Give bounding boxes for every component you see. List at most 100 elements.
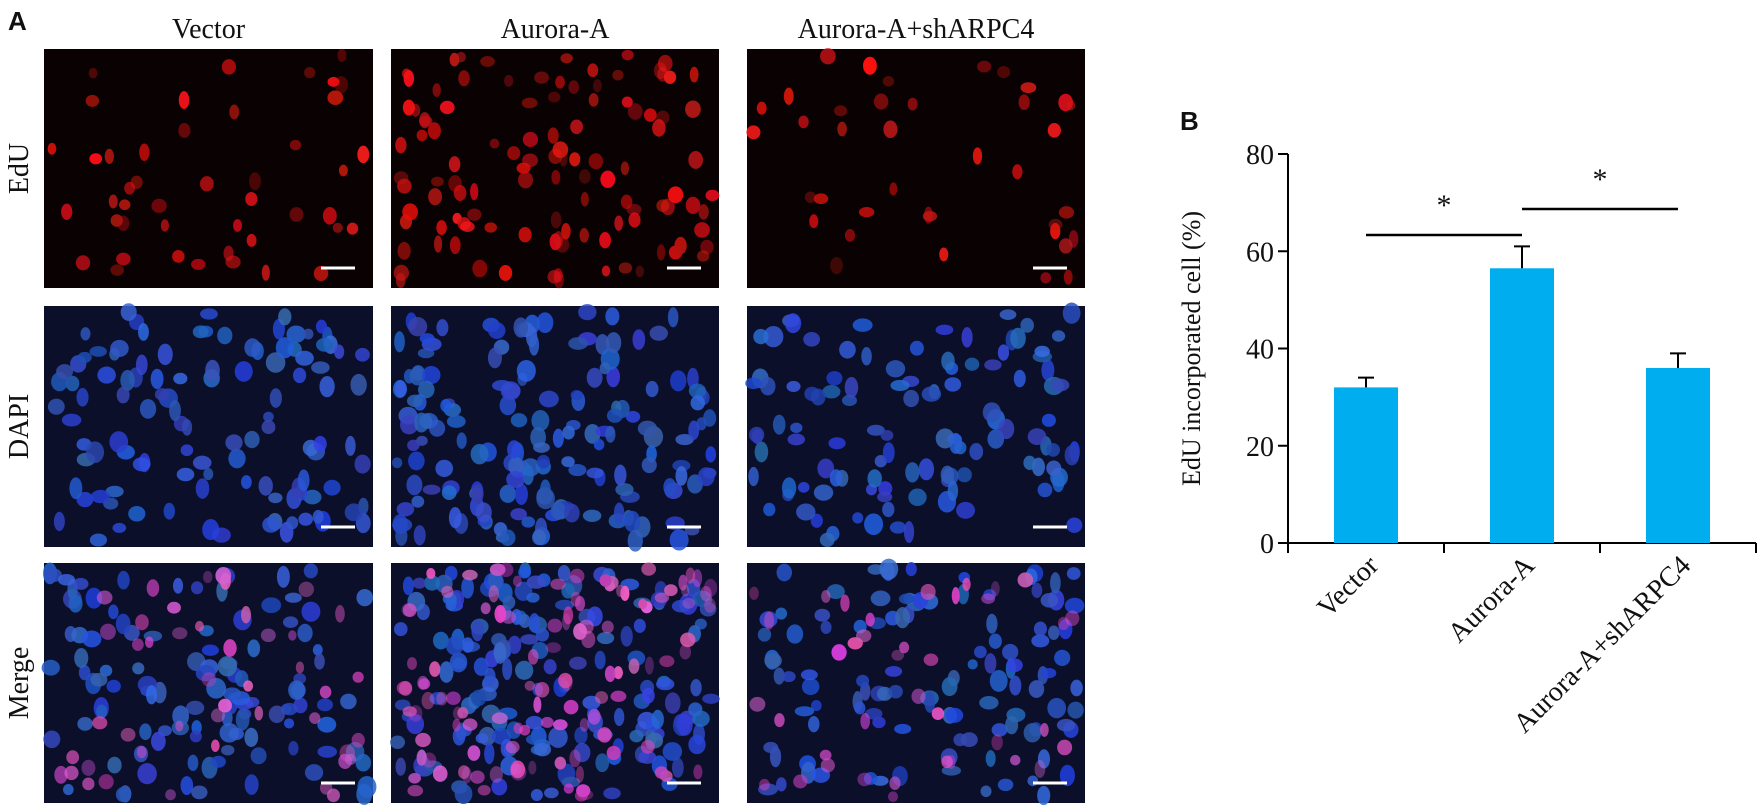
- labeled-nucleus: [261, 264, 270, 281]
- nucleus: [471, 620, 484, 642]
- nucleus: [163, 502, 175, 520]
- nucleus: [1048, 625, 1060, 640]
- labeled-nucleus: [667, 186, 684, 204]
- labeled-nucleus: [245, 191, 258, 207]
- labeled-nucleus: [124, 181, 136, 195]
- nucleus: [810, 513, 823, 528]
- labeled-nucleus: [638, 598, 648, 610]
- nucleus: [169, 399, 181, 422]
- labeled-nucleus: [428, 188, 443, 206]
- labeled-nucleus: [820, 48, 836, 65]
- labeled-nucleus: [570, 119, 584, 135]
- nucleus: [312, 644, 323, 656]
- labeled-nucleus: [628, 212, 641, 228]
- nucleus: [1005, 715, 1019, 735]
- nucleus: [202, 518, 220, 541]
- nucleus: [772, 414, 786, 435]
- nucleus: [945, 707, 964, 723]
- nucleus: [625, 410, 641, 423]
- panel-label: B: [1180, 106, 1199, 136]
- nucleus: [116, 386, 130, 404]
- labeled-nucleus: [522, 131, 539, 147]
- nucleus: [820, 620, 832, 635]
- labeled-nucleus: [462, 718, 478, 731]
- nucleus: [629, 729, 644, 743]
- nucleus: [419, 333, 435, 344]
- labeled-nucleus: [1040, 272, 1052, 284]
- micrograph: [746, 48, 1085, 288]
- nucleus: [605, 332, 622, 354]
- nucleus: [890, 379, 910, 392]
- nucleus: [78, 664, 91, 681]
- labeled-nucleus: [215, 566, 232, 585]
- nucleus: [510, 508, 527, 521]
- nucleus: [219, 723, 239, 743]
- labeled-nucleus: [402, 99, 415, 116]
- nucleus: [1041, 413, 1056, 427]
- labeled-nucleus: [759, 778, 770, 791]
- labeled-nucleus: [494, 605, 507, 623]
- nucleus: [456, 432, 467, 449]
- nucleus: [819, 532, 835, 547]
- nucleus: [139, 398, 157, 419]
- nucleus: [570, 390, 583, 401]
- nucleus: [1051, 330, 1066, 342]
- nucleus: [649, 325, 668, 341]
- labeled-nucleus: [680, 632, 696, 648]
- labeled-nucleus: [393, 264, 409, 281]
- nucleus: [748, 426, 765, 443]
- labeled-nucleus: [229, 104, 240, 120]
- nucleus: [205, 359, 220, 382]
- nucleus: [314, 653, 325, 670]
- nucleus: [989, 669, 1008, 692]
- nucleus: [531, 409, 550, 432]
- labeled-nucleus: [837, 121, 847, 137]
- labeled-nucleus: [674, 236, 687, 255]
- labeled-nucleus: [749, 696, 766, 712]
- labeled-nucleus: [688, 151, 704, 169]
- labeled-nucleus: [457, 707, 469, 719]
- labeled-nucleus: [254, 705, 264, 721]
- labeled-nucleus: [426, 567, 436, 579]
- nucleus: [276, 565, 290, 588]
- labeled-nucleus: [533, 696, 542, 713]
- nucleus: [395, 757, 406, 776]
- labeled-nucleus: [679, 644, 692, 660]
- nucleus: [667, 307, 679, 328]
- nucleus: [773, 667, 785, 685]
- nucleus: [885, 360, 906, 378]
- nucleus: [106, 679, 121, 693]
- nucleus: [645, 380, 659, 398]
- nucleus: [1058, 618, 1073, 640]
- nucleus: [985, 750, 996, 767]
- nucleus: [986, 613, 998, 634]
- nucleus: [475, 502, 492, 523]
- nucleus: [286, 516, 299, 530]
- labeled-nucleus: [357, 145, 370, 164]
- nucleus: [108, 604, 119, 620]
- nucleus: [536, 487, 555, 510]
- nucleus: [195, 478, 210, 499]
- nucleus: [394, 331, 405, 353]
- nucleus: [757, 627, 772, 642]
- labeled-nucleus: [346, 222, 359, 235]
- nucleus: [594, 650, 606, 670]
- nucleus: [154, 388, 170, 401]
- labeled-nucleus: [1040, 722, 1049, 737]
- labeled-nucleus: [338, 164, 348, 177]
- labeled-nucleus: [620, 194, 633, 209]
- labeled-nucleus: [534, 71, 549, 84]
- labeled-nucleus: [804, 191, 817, 203]
- nucleus: [1050, 378, 1070, 392]
- nucleus: [1002, 643, 1019, 661]
- labeled-nucleus: [855, 629, 872, 643]
- nucleus: [967, 659, 978, 670]
- nucleus: [407, 439, 420, 452]
- labeled-nucleus: [167, 601, 181, 614]
- labeled-nucleus: [223, 245, 234, 262]
- micrograph-background: [44, 49, 373, 288]
- nucleus: [867, 469, 882, 488]
- labeled-nucleus: [511, 763, 522, 775]
- nucleus: [803, 332, 821, 347]
- nucleus: [569, 656, 587, 670]
